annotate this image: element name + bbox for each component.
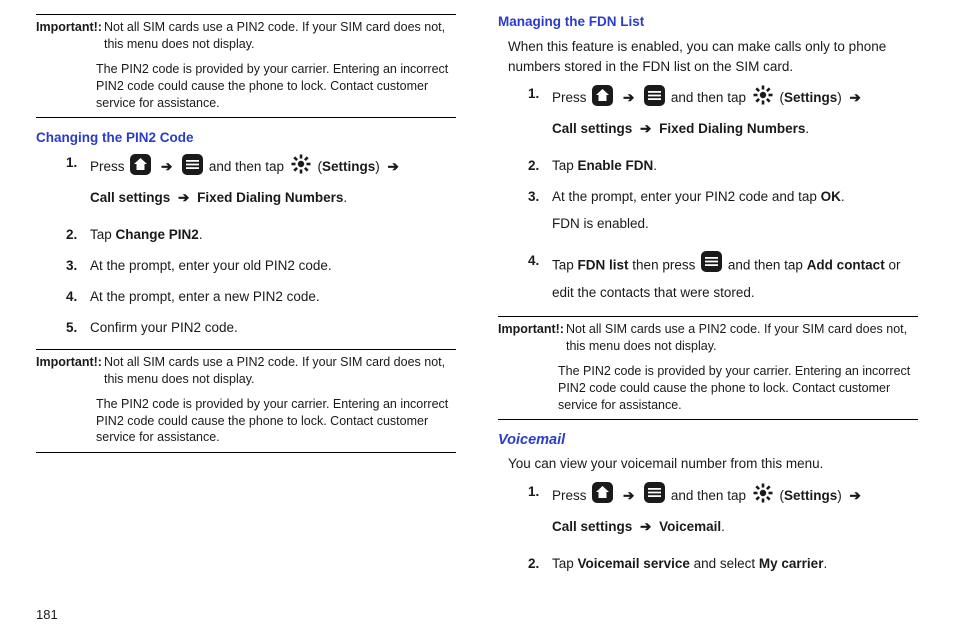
important-text-2: The PIN2 code is provided by your carrie… bbox=[36, 396, 456, 447]
text: and then tap bbox=[209, 159, 284, 174]
step-number: 3. bbox=[528, 187, 552, 241]
voicemail-service-label: Voicemail service bbox=[578, 556, 690, 571]
important-note-2: Important!: Not all SIM cards use a PIN2… bbox=[36, 349, 456, 453]
gear-icon bbox=[752, 482, 774, 511]
important-text-1: Not all SIM cards use a PIN2 code. If yo… bbox=[566, 321, 918, 355]
home-icon bbox=[130, 154, 151, 182]
home-icon bbox=[592, 482, 613, 510]
text: Tap bbox=[552, 556, 578, 571]
path-call-settings: Call settings bbox=[90, 190, 170, 205]
text: Press bbox=[90, 159, 125, 174]
step-body: Confirm your PIN2 code. bbox=[90, 318, 456, 339]
text: Press bbox=[552, 90, 587, 105]
step-body: Press ➔ and then tap (Settings) ➔ Call s… bbox=[552, 84, 918, 146]
important-text-2: The PIN2 code is provided by your carrie… bbox=[36, 61, 456, 112]
important-label: Important!: bbox=[498, 321, 564, 355]
text: and select bbox=[690, 556, 759, 571]
ok-label: OK bbox=[821, 189, 841, 204]
path-fdn: Fixed Dialing Numbers bbox=[659, 121, 805, 136]
text: then press bbox=[629, 257, 700, 272]
important-note-3: Important!: Not all SIM cards use a PIN2… bbox=[498, 316, 918, 420]
arrow-icon: ➔ bbox=[636, 519, 655, 534]
settings-label: Settings bbox=[322, 159, 375, 174]
arrow-icon: ➔ bbox=[384, 159, 403, 174]
menu-icon bbox=[701, 251, 722, 281]
step-body: Press ➔ and then tap (Settings) ➔ Call s… bbox=[552, 482, 918, 544]
home-icon bbox=[592, 85, 613, 113]
text: At the prompt, enter your PIN2 code and … bbox=[552, 189, 821, 204]
step-body: Tap FDN list then press and then tap Add… bbox=[552, 251, 918, 306]
text: and then tap bbox=[671, 90, 746, 105]
add-contact-label: Add contact bbox=[807, 257, 885, 272]
path-fdn: Fixed Dialing Numbers bbox=[197, 190, 343, 205]
important-label: Important!: bbox=[36, 19, 102, 53]
arrow-icon: ➔ bbox=[157, 159, 176, 174]
important-text-2: The PIN2 code is provided by your carrie… bbox=[498, 363, 918, 414]
left-column: Important!: Not all SIM cards use a PIN2… bbox=[36, 14, 456, 594]
important-text-1: Not all SIM cards use a PIN2 code. If yo… bbox=[104, 354, 456, 388]
step-number: 1. bbox=[528, 84, 552, 146]
menu-icon bbox=[182, 154, 203, 182]
heading-voicemail: Voicemail bbox=[498, 432, 918, 448]
text: Tap bbox=[552, 158, 578, 173]
settings-label: Settings bbox=[784, 90, 837, 105]
important-note-1: Important!: Not all SIM cards use a PIN2… bbox=[36, 14, 456, 118]
arrow-icon: ➔ bbox=[636, 121, 655, 136]
fdn-intro: When this feature is enabled, you can ma… bbox=[508, 37, 918, 76]
path-call-settings: Call settings bbox=[552, 519, 632, 534]
page-columns: Important!: Not all SIM cards use a PIN2… bbox=[36, 14, 918, 594]
change-pin2-steps: 1. Press ➔ and then tap (Settings) ➔ Cal… bbox=[36, 153, 456, 339]
step-body: Tap Enable FDN. bbox=[552, 156, 918, 177]
step-number: 1. bbox=[528, 482, 552, 544]
menu-icon bbox=[644, 482, 665, 510]
text: Tap bbox=[90, 227, 116, 242]
heading-fdn-list: Managing the FDN List bbox=[498, 14, 918, 29]
page-number: 181 bbox=[36, 607, 58, 622]
menu-icon bbox=[644, 85, 665, 113]
text: Press bbox=[552, 488, 587, 503]
step-body: Press ➔ and then tap (Settings) ➔ Call s… bbox=[90, 153, 456, 215]
gear-icon bbox=[752, 84, 774, 113]
enable-fdn-label: Enable FDN bbox=[578, 158, 654, 173]
my-carrier-label: My carrier bbox=[759, 556, 824, 571]
arrow-icon: ➔ bbox=[619, 488, 638, 503]
step-body: At the prompt, enter your old PIN2 code. bbox=[90, 256, 456, 277]
arrow-icon: ➔ bbox=[174, 190, 193, 205]
change-pin2-label: Change PIN2 bbox=[116, 227, 199, 242]
voicemail-steps: 1. Press ➔ and then tap (Settings) ➔ Cal… bbox=[498, 482, 918, 575]
important-label: Important!: bbox=[36, 354, 102, 388]
path-voicemail: Voicemail bbox=[659, 519, 721, 534]
text: FDN is enabled. bbox=[552, 214, 918, 235]
fdn-list-label: FDN list bbox=[578, 257, 629, 272]
text: and then tap bbox=[728, 257, 807, 272]
step-number: 4. bbox=[66, 287, 90, 308]
right-column: Managing the FDN List When this feature … bbox=[498, 14, 918, 594]
fdn-steps: 1. Press ➔ and then tap (Settings) ➔ Cal… bbox=[498, 84, 918, 306]
arrow-icon: ➔ bbox=[619, 90, 638, 105]
important-text-1: Not all SIM cards use a PIN2 code. If yo… bbox=[104, 19, 456, 53]
step-body: At the prompt, enter your PIN2 code and … bbox=[552, 187, 918, 241]
step-number: 5. bbox=[66, 318, 90, 339]
text: and then tap bbox=[671, 488, 746, 503]
step-body: At the prompt, enter a new PIN2 code. bbox=[90, 287, 456, 308]
step-number: 4. bbox=[528, 251, 552, 306]
settings-label: Settings bbox=[784, 488, 837, 503]
gear-icon bbox=[290, 153, 312, 182]
arrow-icon: ➔ bbox=[846, 488, 865, 503]
step-number: 2. bbox=[528, 156, 552, 177]
text: Tap bbox=[552, 257, 578, 272]
step-body: Tap Change PIN2. bbox=[90, 225, 456, 246]
step-number: 2. bbox=[66, 225, 90, 246]
step-number: 1. bbox=[66, 153, 90, 215]
step-number: 3. bbox=[66, 256, 90, 277]
heading-change-pin2: Changing the PIN2 Code bbox=[36, 130, 456, 145]
step-body: Tap Voicemail service and select My carr… bbox=[552, 554, 918, 575]
voicemail-intro: You can view your voicemail number from … bbox=[508, 454, 918, 474]
step-number: 2. bbox=[528, 554, 552, 575]
path-call-settings: Call settings bbox=[552, 121, 632, 136]
arrow-icon: ➔ bbox=[846, 90, 865, 105]
